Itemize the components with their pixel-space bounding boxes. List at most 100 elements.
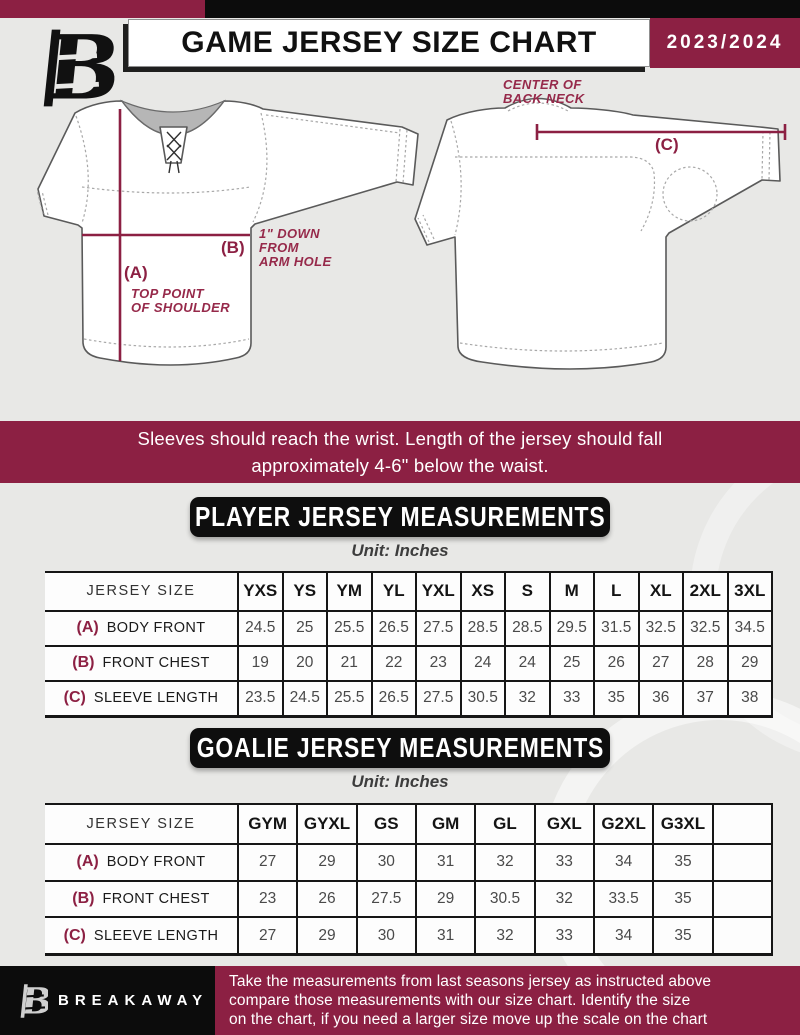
measurement-cell: 34 (592, 844, 654, 881)
measurement-cell: 26 (593, 645, 639, 681)
size-column-header: G3XL (652, 804, 713, 845)
footer-brand-block: B BREAKAWAY (0, 966, 215, 1035)
measurement-cell: 29 (296, 917, 357, 955)
size-column-header: G2XL (592, 804, 654, 845)
measurement-cell: 25 (548, 645, 594, 681)
measurement-cell: 24 (459, 645, 505, 681)
measurement-cell: 25.5 (326, 680, 372, 717)
footer-line2: compare those measurements with our size… (229, 992, 691, 1009)
label-c: (C) (655, 135, 679, 154)
size-column-header: GXL (533, 804, 594, 845)
measurement-cell: 35 (652, 917, 713, 955)
measurement-cell: 27 (637, 645, 683, 681)
size-column-header: YL (370, 572, 416, 611)
footer-brand-name: BREAKAWAY (58, 992, 209, 1009)
measurement-cell: 27.5 (355, 880, 416, 918)
size-column-header: L (593, 572, 639, 611)
size-column-header: GYXL (296, 804, 357, 845)
table-row: (B) FRONT CHEST 19 20 21 22 23 24 24 25 26 27 28 29 (45, 645, 773, 681)
measurement-cell: 28.5 (459, 610, 505, 646)
row-header: (A) BODY FRONT (45, 844, 238, 881)
jersey-size-header: JERSEY SIZE (45, 572, 238, 611)
measurement-cell: 35 (593, 680, 639, 717)
label-a: (A) (124, 263, 148, 282)
measurement-cell: 27 (236, 917, 298, 955)
size-column-header: YM (326, 572, 372, 611)
measurement-cell: 36 (637, 680, 683, 717)
footer-line3: on the chart, if you need a larger size … (229, 1011, 708, 1028)
measurement-cell: 28.5 (504, 610, 550, 646)
measurement-cell: 27 (236, 844, 298, 881)
table-row: (A) BODY FRONT 27 29 30 31 32 33 34 35 (45, 844, 774, 881)
measurement-cell: 34 (592, 917, 654, 955)
note-center-back-neck: CENTER OF BACK NECK (503, 77, 585, 106)
season-badge: 2023/2024 (650, 18, 800, 68)
table-header-row: JERSEY SIZE GYM GYXL GS GM GL GXL G2XL G3XL (45, 804, 774, 845)
table-row: (C) SLEEVE LENGTH 27 29 30 31 32 33 34 35 (45, 917, 774, 955)
measurement-cell: 23 (415, 645, 461, 681)
breakaway-logo-icon: B (19, 980, 48, 1022)
measurement-cell: 33 (533, 844, 594, 881)
measurement-cell (711, 844, 774, 881)
jersey-size-header: JERSEY SIZE (45, 804, 238, 845)
measurement-cell: 21 (326, 645, 372, 681)
measurement-cell: 20 (281, 645, 327, 681)
measurement-cell: 26.5 (370, 610, 416, 646)
goalie-section-title: GOALIE JERSEY MEASUREMENTS (196, 732, 604, 763)
measurement-cell: 27.5 (415, 680, 461, 717)
row-header: (B) FRONT CHEST (45, 645, 238, 681)
size-column-header: YS (281, 572, 327, 611)
measurement-cell: 31.5 (593, 610, 639, 646)
footer-instructions: Take the measurements from last seasons … (215, 966, 800, 1035)
front-neck-opening (120, 99, 226, 136)
season-label: 2023/2024 (666, 32, 784, 53)
size-column-header: S (504, 572, 550, 611)
footer: B BREAKAWAY Take the measurements from l… (0, 966, 800, 1035)
table-header-row: JERSEY SIZE YXS YS YM YL YXL XS S M L XL 2XL 3XL (45, 572, 773, 611)
goalie-unit-label: Unit: Inches (351, 772, 449, 791)
size-column-header: XS (459, 572, 505, 611)
measurement-cell: 19 (237, 645, 283, 681)
back-jersey-body (414, 97, 781, 370)
table-row: (B) FRONT CHEST 23 26 27.5 29 30.5 32 33.5 35 (45, 880, 774, 918)
measurement-cell: 29 (296, 844, 357, 881)
size-column-header: 2XL (682, 572, 728, 611)
front-lace-placket (159, 126, 188, 164)
measurement-cell: 33 (548, 680, 594, 717)
measurement-cell: 31 (414, 917, 476, 955)
measurement-cell: 25.5 (326, 610, 372, 646)
measurement-cell: 38 (726, 680, 773, 717)
breakaway-logo-icon: B (24, 16, 126, 120)
size-column-header: GM (414, 804, 476, 845)
measurement-cell: 32.5 (637, 610, 683, 646)
measurement-cell: 30.5 (474, 880, 535, 918)
front-jersey-body (37, 100, 419, 366)
page-title: GAME JERSEY SIZE CHART (181, 26, 597, 59)
label-b: (B) (221, 238, 245, 257)
size-column-header: GYM (236, 804, 298, 845)
header-maroon-strip (0, 0, 205, 18)
back-jersey-diagram (414, 97, 787, 370)
table-row: (A) BODY FRONT 24.5 25 25.5 26.5 27.5 28.5 28.5 2… (45, 610, 773, 646)
measurement-cell: 34.5 (726, 610, 773, 646)
measurement-cell: 37 (682, 680, 728, 717)
front-jersey-diagram (36, 99, 419, 366)
measurement-cell: 32 (504, 680, 550, 717)
measurement-cell: 27.5 (415, 610, 461, 646)
size-column-header: YXS (237, 572, 283, 611)
row-header: (C) SLEEVE LENGTH (45, 680, 238, 717)
measurement-cell: 32 (474, 917, 535, 955)
measurement-cell: 30.5 (459, 680, 505, 717)
measurement-cell: 26 (296, 880, 357, 918)
size-column-header: GS (355, 804, 416, 845)
measurement-cell: 22 (370, 645, 416, 681)
footer-line1: Take the measurements from last seasons … (229, 973, 712, 990)
measurement-cell: 32 (533, 880, 594, 918)
measurement-cell: 31 (414, 844, 476, 881)
measurement-cell: 35 (652, 880, 713, 918)
measurement-cell: 32.5 (682, 610, 728, 646)
measurement-cell: 24.5 (237, 610, 283, 646)
fit-notice-line2: approximately 4-6" below the waist. (251, 455, 549, 476)
measurement-cell: 33 (533, 917, 594, 955)
